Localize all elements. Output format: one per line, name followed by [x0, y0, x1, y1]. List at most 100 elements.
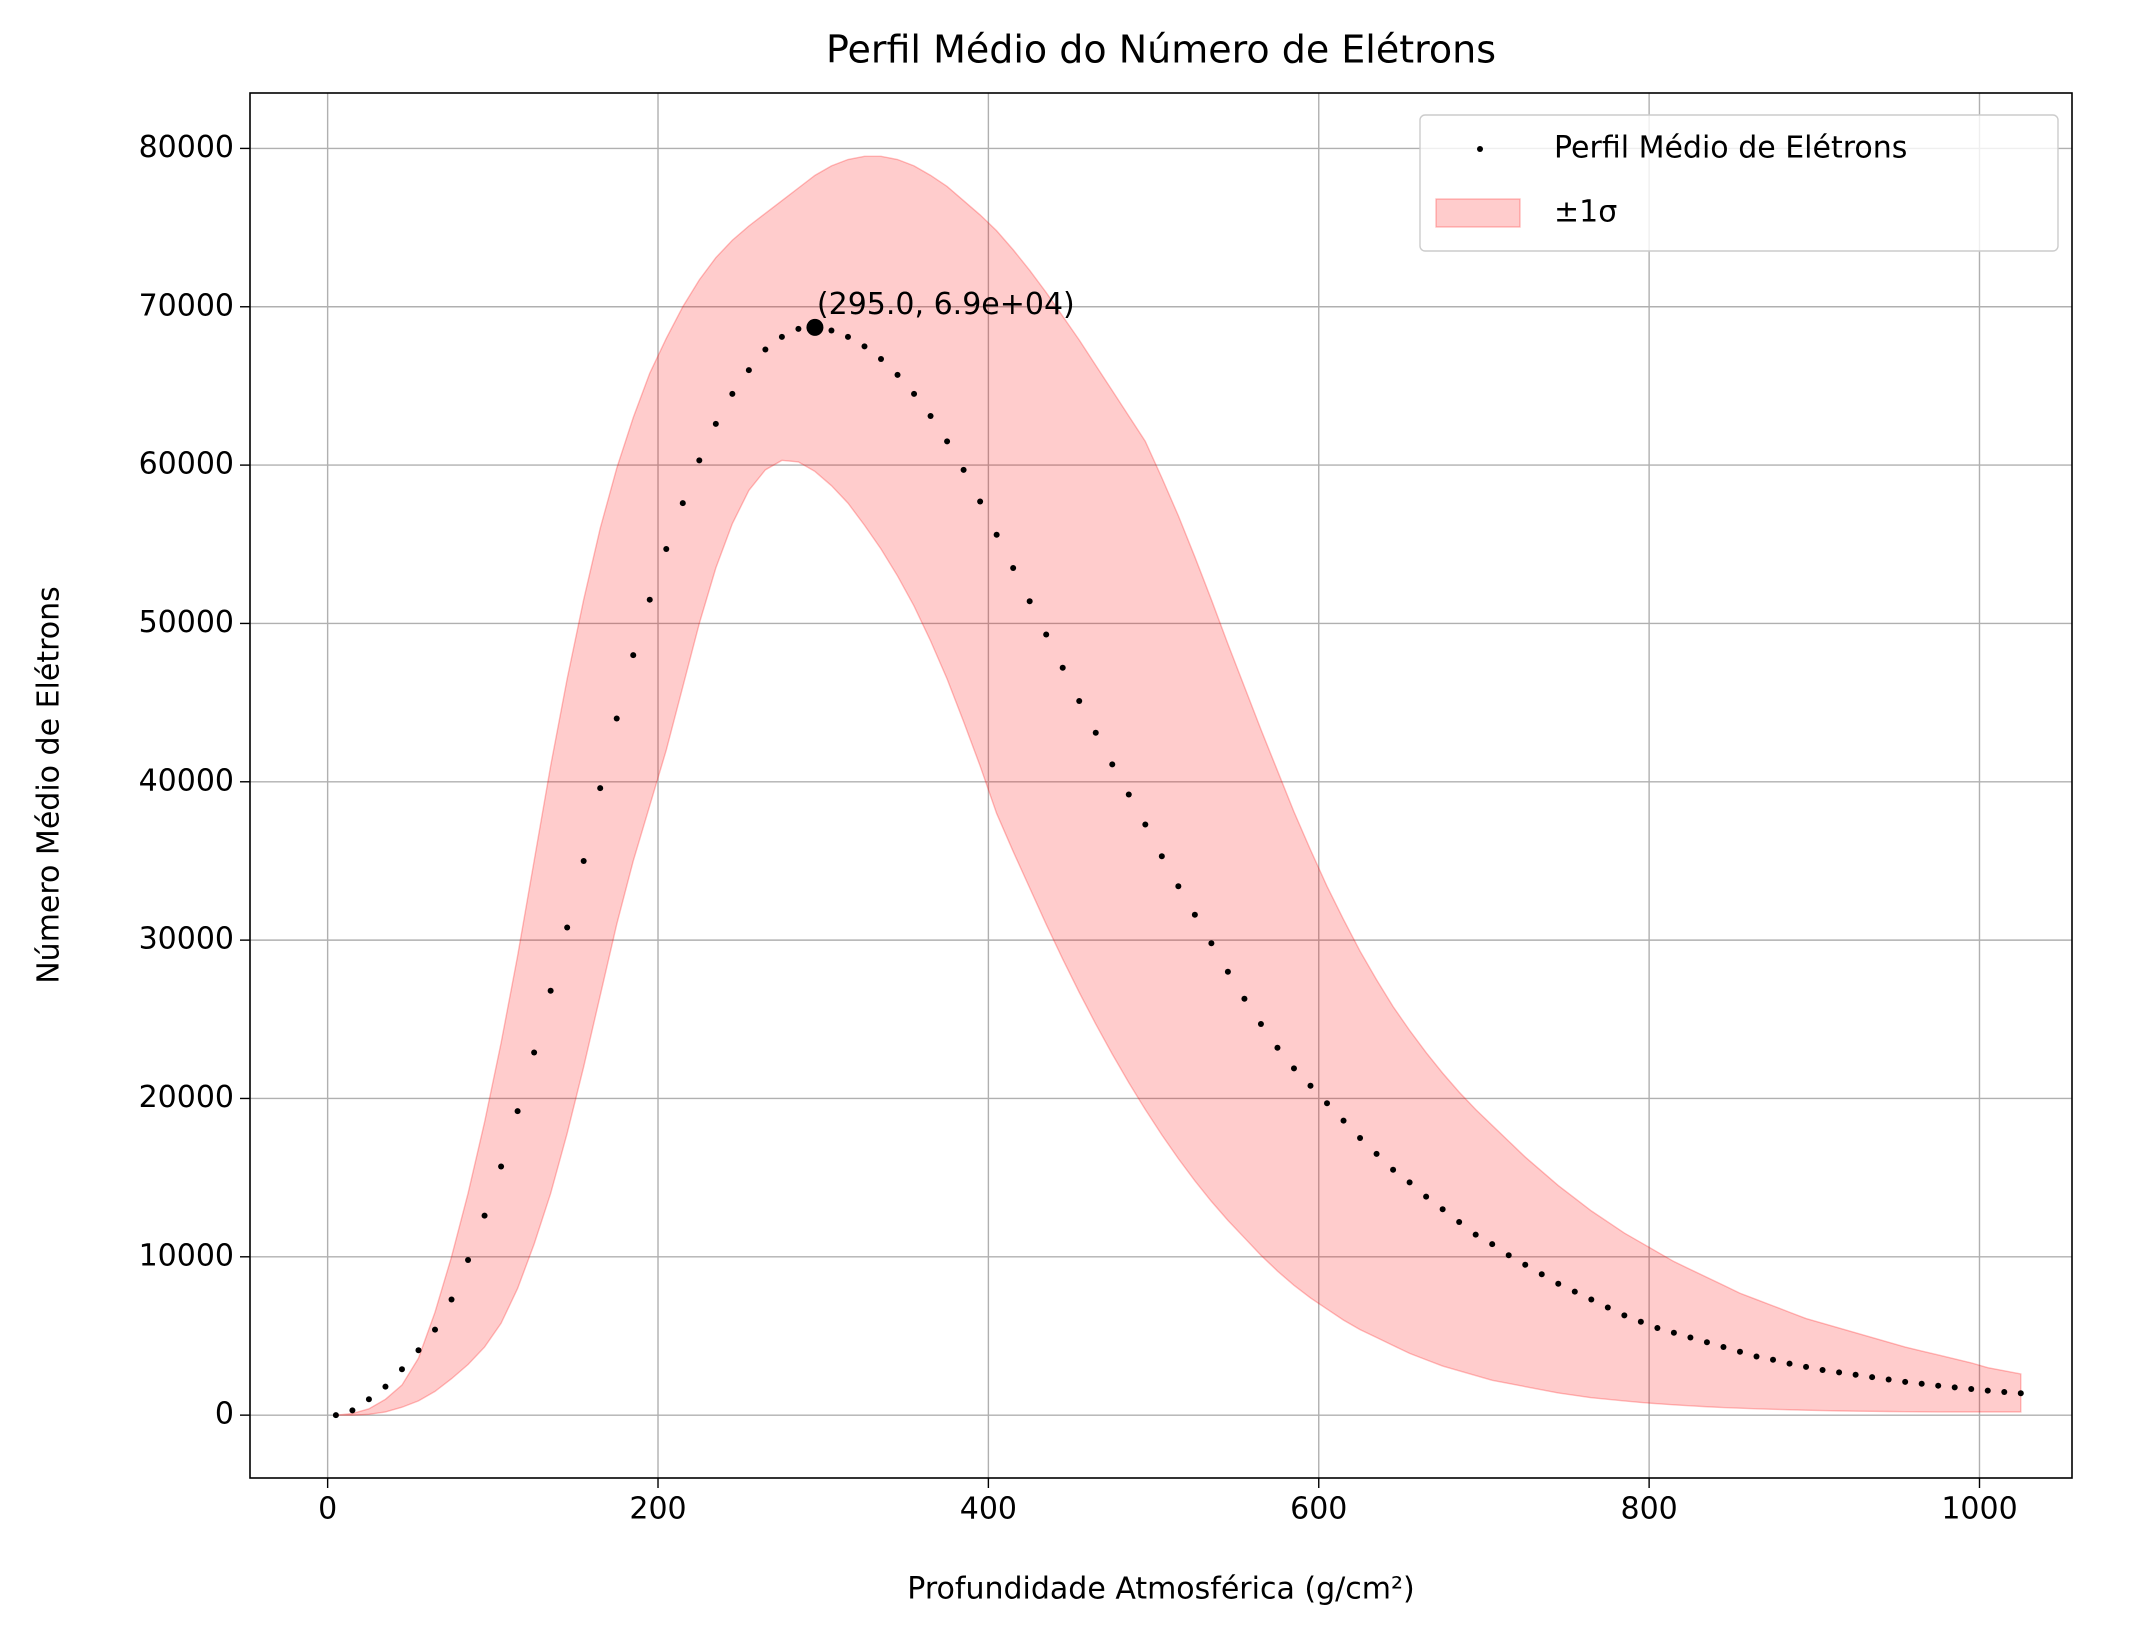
data-point [1125, 791, 1132, 798]
data-point [1158, 853, 1165, 860]
x-tick-label: 0 [318, 1492, 337, 1527]
data-point [1918, 1380, 1925, 1387]
y-tick-label: 40000 [139, 763, 234, 798]
y-tick-label: 60000 [139, 447, 234, 482]
data-point [481, 1212, 488, 1219]
data-point [415, 1347, 422, 1354]
legend-label: Perfil Médio de Elétrons [1554, 131, 1907, 166]
data-point [514, 1108, 521, 1115]
data-point [828, 327, 835, 334]
sigma-band [335, 155, 2022, 1416]
data-point [1538, 1271, 1545, 1278]
data-point [564, 924, 571, 931]
data-point [382, 1383, 389, 1390]
data-point [1770, 1356, 1777, 1363]
data-point [729, 390, 736, 397]
data-point [448, 1296, 455, 1303]
data-point [1604, 1304, 1611, 1311]
data-point [1142, 821, 1149, 828]
legend: Perfil Médio de Elétrons ±1σ [1419, 114, 2059, 252]
legend-box [1419, 114, 2059, 252]
data-point [696, 457, 703, 464]
chart-title: Perfil Médio do Número de Elétrons [826, 28, 1496, 72]
data-point [993, 531, 1000, 538]
y-tick-label: 30000 [139, 922, 234, 957]
data-point [580, 857, 587, 864]
x-tick-label: 800 [1620, 1492, 1677, 1527]
plot-frame [249, 92, 2073, 1479]
data-point [432, 1326, 439, 1333]
data-point [1373, 1150, 1380, 1157]
data-point [1935, 1382, 1942, 1389]
data-point [1092, 729, 1099, 736]
data-point [1026, 598, 1033, 605]
data-point [1257, 1021, 1264, 1028]
data-point [1423, 1193, 1430, 1200]
data-point [944, 438, 951, 445]
data-point [1555, 1280, 1562, 1287]
y-tick-label: 70000 [139, 288, 234, 323]
data-point [1241, 995, 1248, 1002]
data-point [960, 466, 967, 473]
data-point [1290, 1065, 1297, 1072]
data-point [1439, 1206, 1446, 1213]
data-point [1720, 1344, 1727, 1351]
data-point [679, 500, 686, 507]
data-point [1274, 1044, 1281, 1051]
data-point [795, 325, 802, 332]
data-point [1621, 1312, 1628, 1319]
data-point [1654, 1325, 1661, 1332]
data-point [2001, 1389, 2008, 1396]
data-point [1076, 698, 1083, 705]
data-point [332, 1412, 339, 1419]
data-point [663, 546, 670, 553]
data-point [1736, 1348, 1743, 1355]
peak-marker [806, 318, 824, 336]
data-point [878, 356, 885, 363]
data-point [1786, 1360, 1793, 1367]
data-point [630, 652, 637, 659]
legend-marker [1477, 146, 1483, 152]
data-point [1803, 1363, 1810, 1370]
y-tick-label: 50000 [139, 605, 234, 640]
data-point [398, 1366, 405, 1373]
data-point [1109, 761, 1116, 768]
data-point [1307, 1082, 1314, 1089]
data-point [1571, 1288, 1578, 1295]
data-point [1637, 1318, 1644, 1325]
data-point [1456, 1218, 1463, 1225]
data-point [1357, 1135, 1364, 1142]
legend-label: ±1σ [1554, 195, 1617, 230]
data-point [531, 1049, 538, 1056]
data-point [1522, 1261, 1529, 1268]
data-point [349, 1407, 356, 1414]
data-point [547, 987, 554, 994]
data-point [2017, 1390, 2024, 1397]
data-point [1191, 911, 1198, 918]
data-point [977, 498, 984, 505]
data-point [1175, 883, 1182, 890]
data-point [1753, 1353, 1760, 1360]
data-point [1951, 1384, 1958, 1391]
y-tick-label: 80000 [139, 130, 234, 165]
data-point [1043, 631, 1050, 638]
data-point [927, 413, 934, 420]
y-tick-label: 20000 [139, 1080, 234, 1115]
data-point [861, 343, 868, 350]
data-point [613, 715, 620, 722]
data-point [1324, 1100, 1331, 1107]
data-point [894, 371, 901, 378]
data-point [1390, 1166, 1397, 1173]
x-tick-label: 1000 [1941, 1492, 2017, 1527]
data-point [1588, 1296, 1595, 1303]
data-point [844, 333, 851, 340]
x-tick-label: 400 [960, 1492, 1017, 1527]
data-point [712, 420, 719, 427]
data-point [1885, 1376, 1892, 1383]
peak-annotation: (295.0, 6.9e+04) [817, 287, 1075, 322]
data-point [465, 1256, 472, 1263]
data-point [1852, 1371, 1859, 1378]
data-point [1968, 1386, 1975, 1393]
data-point [1869, 1374, 1876, 1381]
